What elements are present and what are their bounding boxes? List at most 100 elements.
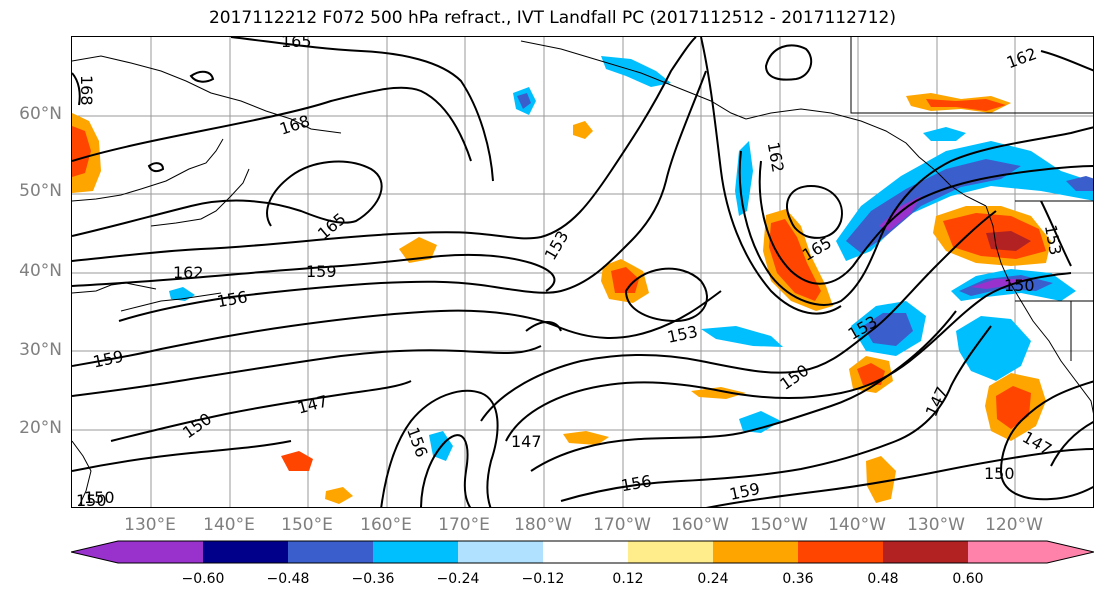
contour-line	[72, 72, 81, 106]
contour-label: 159	[306, 262, 337, 281]
contour-line	[72, 345, 542, 397]
contour-line	[72, 290, 722, 367]
shade-patch	[739, 411, 781, 433]
coastlines	[72, 37, 1093, 507]
lon-label-160w: 160°W	[671, 515, 729, 535]
lon-label-150w: 150°W	[750, 515, 808, 535]
shade-patch	[769, 219, 821, 301]
lon-label-120w: 120°W	[985, 515, 1043, 535]
coastline	[985, 205, 1093, 414]
contour-label: 150	[776, 361, 812, 394]
shade-patch	[517, 93, 531, 109]
contour-label: 150	[84, 488, 115, 507]
contour-closed	[189, 70, 215, 83]
coastline	[150, 168, 250, 227]
contour-label: 150	[1004, 276, 1035, 295]
colorbar-segment	[713, 541, 798, 563]
lon-label-130w: 130°W	[907, 515, 965, 535]
contour-label: 168	[77, 75, 96, 106]
shade-patch	[1066, 176, 1093, 191]
colorbar	[71, 540, 1094, 564]
coastline	[520, 40, 747, 120]
shade-patch	[923, 127, 966, 141]
contour-line	[505, 272, 1072, 442]
lat-label-20n: 20°N	[19, 418, 62, 438]
contour-line	[230, 37, 494, 182]
contour-line	[758, 160, 1093, 285]
lat-label-50n: 50°N	[19, 181, 62, 201]
colorbar-segment	[118, 541, 203, 563]
map-panel: 165 168 168 165 162 159 156 159 153 150 …	[71, 36, 1094, 508]
lon-label-160e: 160°E	[360, 515, 412, 535]
colorbar-tick-label: −0.48	[266, 571, 310, 587]
contour-label: 147	[922, 384, 952, 420]
shade-patch	[863, 313, 913, 346]
shade-patch	[701, 326, 783, 347]
contour-label: 156	[216, 287, 249, 311]
contour-label: 150	[76, 491, 107, 508]
shade-patch	[691, 387, 746, 399]
lon-label-140e: 140°E	[203, 515, 255, 535]
contour-line	[738, 126, 1093, 306]
contour-label: 168	[277, 111, 312, 139]
colorbar-segment	[543, 541, 628, 563]
shade-patch	[986, 231, 1031, 251]
shade-patch	[866, 456, 896, 503]
contour-line	[118, 70, 707, 322]
contour-line	[72, 86, 472, 162]
coastline	[72, 138, 224, 202]
colorbar-segment	[373, 541, 458, 563]
colorbar-tick-label: 0.60	[952, 571, 984, 587]
contour-line	[1040, 200, 1072, 267]
contour-label: 165	[281, 37, 312, 51]
colorbar-tick-label: 0.48	[867, 571, 899, 587]
colorbar-tick-label: −0.24	[436, 571, 480, 587]
contour-line	[110, 380, 412, 442]
coastline	[72, 55, 342, 134]
shade-patch	[956, 316, 1031, 381]
colorbar-segment	[203, 541, 288, 563]
figure-title: 2017112212 F072 500 hPa refract., IVT La…	[208, 8, 896, 28]
colorbar-segment	[968, 541, 1047, 563]
shade-patch	[281, 451, 313, 471]
contour-line	[72, 440, 292, 472]
contour-label: 150	[179, 409, 215, 442]
contour-line	[530, 310, 957, 472]
contour-line	[72, 37, 697, 262]
lon-label-150e: 150°E	[281, 515, 333, 535]
shade-patch	[926, 99, 1006, 111]
contour-line	[72, 160, 383, 237]
coastline	[72, 440, 92, 507]
contour-closed	[786, 184, 843, 239]
contour-closed	[147, 162, 165, 173]
border	[850, 37, 1093, 114]
contour-label: 153	[541, 227, 573, 263]
colorbar-segment	[628, 541, 713, 563]
shade-patch	[996, 386, 1031, 429]
colorbar-tick-label: −0.60	[181, 571, 225, 587]
map-svg: 165 168 168 165 162 159 156 159 153 150 …	[72, 37, 1093, 508]
colorbar-segment	[883, 541, 968, 563]
contour-line	[706, 448, 1093, 507]
colorbar-tick-label: 0.24	[697, 571, 729, 587]
contour-label: 156	[620, 471, 653, 495]
lat-label-30n: 30°N	[19, 340, 62, 360]
contour-label: 162	[764, 141, 788, 174]
colorbar-tick-label: 0.36	[782, 571, 814, 587]
colorbar-segment	[798, 541, 883, 563]
lon-label-170e: 170°E	[438, 515, 490, 535]
coastline	[745, 108, 987, 207]
contour-line	[72, 254, 556, 292]
lon-label-140w: 140°W	[828, 515, 886, 535]
shading-layer	[72, 56, 1093, 504]
lat-label-40n: 40°N	[19, 261, 62, 281]
contour-line	[1040, 50, 1093, 72]
shade-patch	[563, 431, 609, 445]
colorbar-extend-high	[1047, 541, 1094, 563]
contour-closed	[624, 267, 708, 323]
colorbar-tick-label: 0.12	[612, 571, 644, 587]
contour-closed	[764, 44, 813, 81]
contour-line	[480, 210, 997, 422]
contour-line	[1050, 420, 1093, 467]
contour-label: 153	[666, 322, 700, 347]
